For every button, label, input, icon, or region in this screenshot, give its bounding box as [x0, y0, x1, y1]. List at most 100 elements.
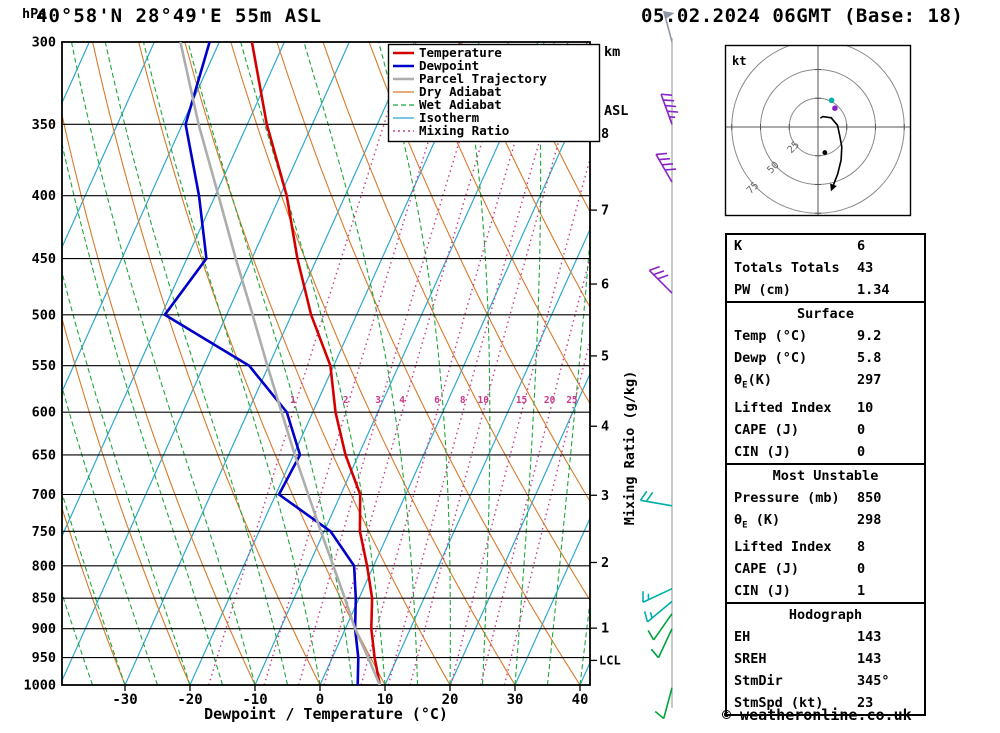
svg-text:750: 750	[32, 524, 56, 540]
km-axis-label: km ASL	[604, 4, 637, 161]
table-section: Hodograph EH 143 SREH 143 StmDir 345° StmSpd (k…	[727, 602, 924, 714]
mixing-ratio-value-labels: 1 2 3 4 6 8 10 15 20 25	[290, 395, 578, 406]
table-row-label: CIN (J)	[734, 443, 791, 460]
table-row: Dewp (°C) 5.8	[727, 347, 924, 369]
table-row-label: Lifted Index	[734, 539, 832, 556]
svg-text:-30: -30	[112, 692, 137, 708]
wind-barb	[650, 628, 673, 659]
svg-text:Wet Adiabat: Wet Adiabat	[419, 97, 502, 112]
table-row-label: PW (cm)	[734, 282, 791, 298]
temperature-axis-labels: -30 -20 -10 0 10 20 30 40	[112, 685, 588, 708]
table-section-title: Most Unstable	[772, 467, 879, 484]
lcl-label: LCL	[599, 653, 621, 667]
svg-text:Mixing Ratio: Mixing Ratio	[419, 123, 509, 138]
table-row-label: θE (K)	[734, 511, 781, 531]
parcel-trajectory-curve	[179, 42, 381, 685]
svg-text:350: 350	[32, 117, 56, 133]
table-row: PW (cm) 1.34	[727, 279, 924, 301]
wind-barb	[660, 93, 679, 125]
wind-barb	[643, 600, 673, 623]
svg-text:Dry Adiabat: Dry Adiabat	[419, 84, 502, 99]
table-row-value: 298	[857, 511, 882, 528]
wind-barb-column	[639, 10, 679, 720]
svg-text:Dewpoint: Dewpoint	[419, 58, 479, 73]
svg-text:Isotherm: Isotherm	[419, 110, 480, 125]
svg-text:4: 4	[601, 419, 609, 435]
svg-text:75: 75	[745, 180, 761, 196]
svg-text:400: 400	[32, 188, 56, 204]
svg-text:Temperature: Temperature	[419, 45, 502, 60]
storm-motion-marker	[822, 150, 828, 155]
table-row-label: Dewp (°C)	[734, 350, 808, 366]
hodograph-border	[724, 44, 912, 217]
x-axis-title: Dewpoint / Temperature (°C)	[204, 705, 448, 723]
table-row-label: SREH	[734, 651, 767, 668]
page-title: 40°58'N 28°49'E 55m ASL	[36, 5, 323, 27]
table-section-title: Hodograph	[788, 607, 863, 624]
table-row-value: 43	[857, 260, 874, 276]
table-section: Surface Temp (°C) 9.2 Dewp (°C) 5.8 θE(K) 297 L…	[727, 301, 924, 463]
svg-text:900: 900	[32, 621, 56, 637]
table-row-value: 0	[857, 421, 866, 438]
table-section: K 6 Totals Totals 43 PW (cm) 1.34	[727, 235, 924, 301]
svg-text:300: 300	[32, 35, 56, 51]
table-row-label: StmDir	[734, 673, 783, 690]
table-row-value: 0	[857, 443, 866, 460]
svg-text:25: 25	[566, 395, 578, 406]
svg-text:10: 10	[377, 692, 394, 708]
mean-wind-dot	[828, 97, 835, 104]
km-axis-label-bottom: ASL	[604, 102, 629, 119]
svg-text:-20: -20	[177, 692, 202, 708]
table-row-label: Temp (°C)	[734, 328, 808, 344]
sounding-profiles	[162, 42, 382, 685]
km-axis-label-top: km	[604, 44, 621, 61]
table-row: CIN (J) 0	[727, 441, 924, 463]
table-row-label: CAPE (J)	[734, 421, 800, 438]
svg-text:5: 5	[601, 348, 609, 364]
wind-barb	[639, 490, 673, 507]
table-row: EH 143	[727, 626, 924, 648]
wind-barb	[648, 265, 673, 294]
copyright-link[interactable]: © weatheronline.co.uk	[722, 706, 912, 724]
table-row-value: 1.34	[857, 282, 890, 298]
svg-text:2: 2	[343, 395, 349, 406]
table-section-title: Surface	[797, 306, 854, 322]
svg-text:600: 600	[32, 405, 56, 421]
table-row-value: 5.8	[857, 350, 882, 366]
svg-text:15: 15	[516, 395, 528, 406]
table-row-value: 1	[857, 583, 866, 600]
table-row-label: K	[734, 238, 743, 254]
table-row-label: CAPE (J)	[734, 561, 800, 578]
svg-text:650: 650	[32, 447, 56, 463]
table-row: θE(K) 297	[727, 369, 924, 397]
svg-text:10: 10	[477, 395, 489, 406]
km-axis-ticks: 8 7 6 5 4 3 2 1 LCL	[590, 126, 621, 667]
svg-text:25: 25	[786, 140, 802, 156]
table-row-label: Totals Totals	[734, 260, 840, 276]
mixing-ratio-axis-title: Mixing Ratio (g/kg)	[622, 371, 638, 525]
table-row-label: Lifted Index	[734, 399, 832, 416]
svg-text:Parcel Trajectory: Parcel Trajectory	[419, 71, 547, 86]
svg-text:6: 6	[434, 395, 440, 406]
svg-text:0: 0	[316, 692, 324, 708]
wind-barb	[662, 10, 675, 43]
table-row: θE (K) 298	[727, 509, 924, 537]
hodograph-unit-label: kt	[732, 54, 746, 68]
table-row-label: θE(K)	[734, 372, 772, 391]
table-row: StmSpd (kt) 23	[727, 692, 924, 714]
svg-text:7: 7	[601, 203, 609, 219]
svg-text:1: 1	[290, 395, 296, 406]
table-row-label: CIN (J)	[734, 583, 791, 600]
svg-text:20: 20	[442, 692, 459, 708]
svg-text:3: 3	[601, 488, 609, 504]
svg-text:950: 950	[32, 650, 56, 666]
pressure-unit-label: hPa	[22, 6, 47, 22]
svg-text:450: 450	[32, 251, 56, 267]
pressure-axis-labels: 300 350 400 450 500 550 600 650 700 750 800 850 900 9…	[23, 35, 56, 694]
svg-text:800: 800	[32, 558, 56, 574]
table-row-label: Pressure (mb)	[734, 489, 840, 506]
table-row-value: 23	[857, 695, 874, 712]
